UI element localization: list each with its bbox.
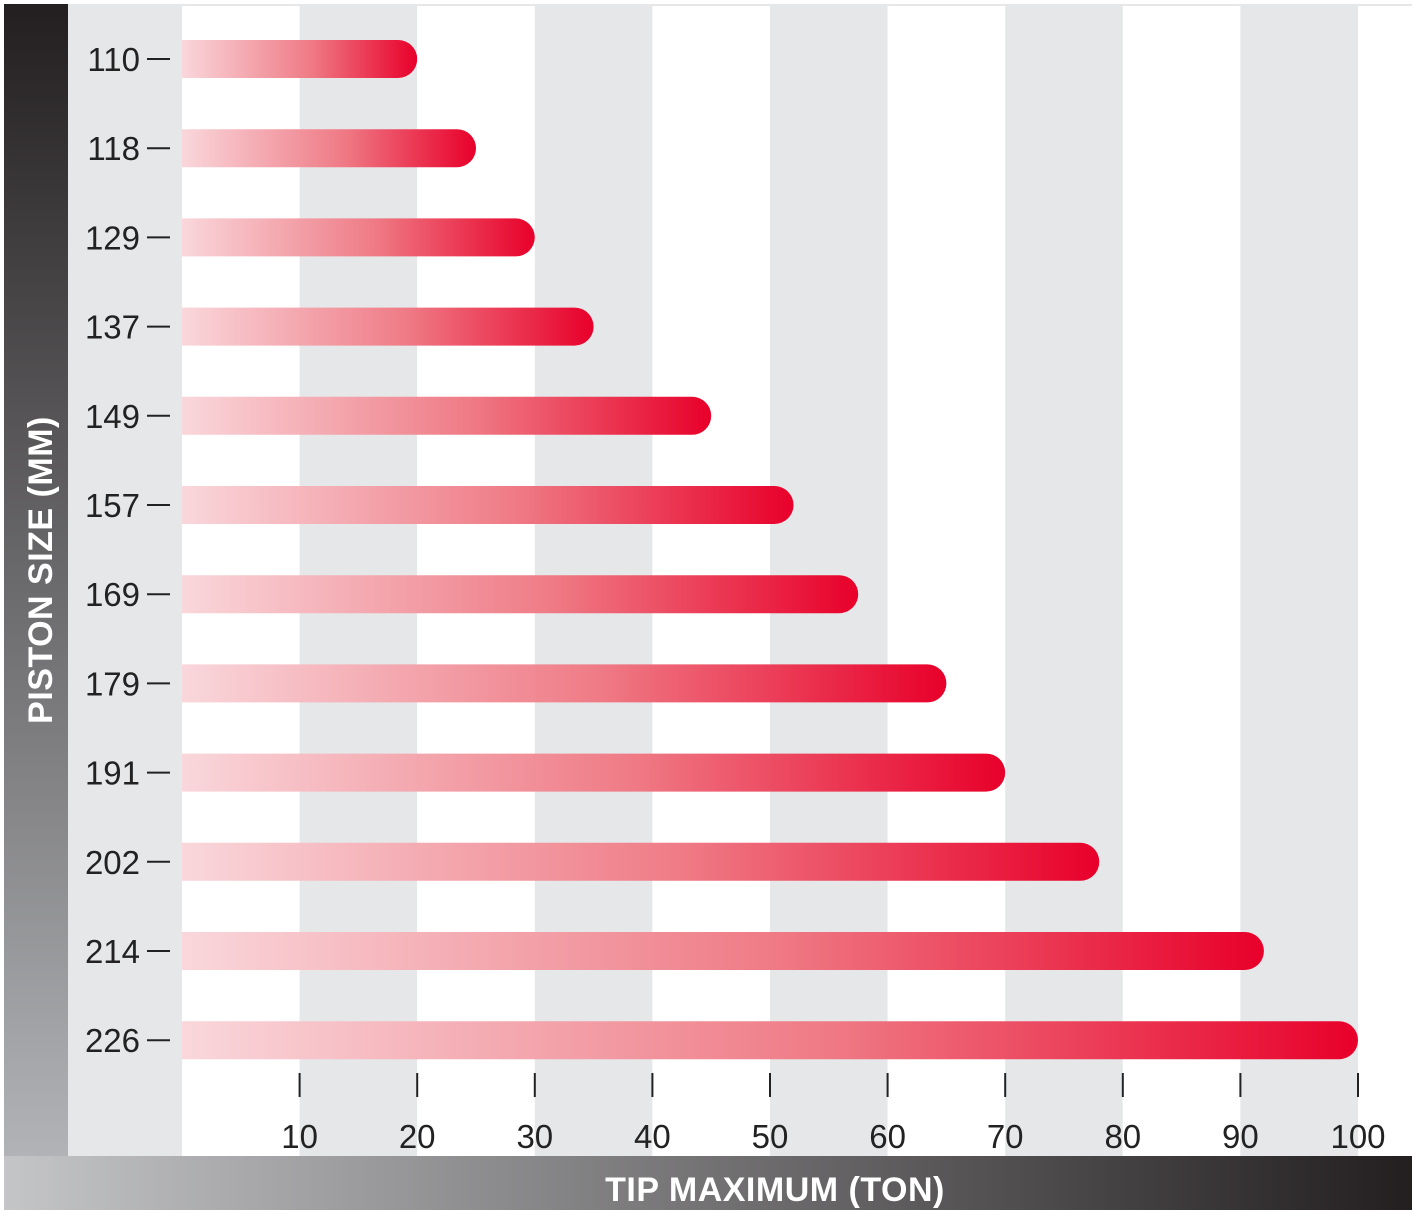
x-axis-label-panel <box>4 1156 1412 1210</box>
x-tick-label: 80 <box>1104 1118 1141 1155</box>
bar-226 <box>182 1021 1358 1060</box>
y-tick-label: 169 <box>85 576 140 613</box>
band-left <box>68 5 182 1156</box>
bar-149 <box>182 396 712 435</box>
y-tick-label: 129 <box>85 219 140 256</box>
x-tick-label: 60 <box>869 1118 906 1155</box>
y-tick-label: 191 <box>85 755 140 792</box>
x-axis-label: TIP MAXIMUM (TON) <box>605 1171 945 1209</box>
grid-band <box>1005 5 1123 1156</box>
bar-157 <box>182 486 794 524</box>
grid-band <box>1122 5 1241 1156</box>
x-tick-label: 50 <box>752 1118 789 1155</box>
bar-118 <box>182 129 476 168</box>
x-tick-label: 30 <box>516 1118 553 1155</box>
x-tick-label: 70 <box>987 1118 1024 1155</box>
y-tick-label: 157 <box>85 487 140 524</box>
bar-110 <box>182 40 418 78</box>
y-axis-label: PISTON SIZE (MM) <box>22 416 60 724</box>
x-tick-label: 10 <box>281 1118 318 1155</box>
bar-169 <box>182 575 859 614</box>
y-tick-label: 149 <box>85 398 140 435</box>
y-ticks: 110 118 129 137 149 157 169 179 191 202 214 226 <box>85 41 170 1059</box>
y-tick-label: 110 <box>87 41 140 78</box>
y-tick-label: 202 <box>85 844 140 881</box>
bar-129 <box>182 218 535 257</box>
y-tick-label: 137 <box>85 309 140 346</box>
bar-214 <box>182 932 1264 970</box>
x-tick-label: 90 <box>1222 1118 1259 1155</box>
grid-band <box>1240 5 1358 1156</box>
y-tick-label: 214 <box>85 933 140 970</box>
x-tick-label: 40 <box>634 1118 671 1155</box>
x-tick-label: 20 <box>399 1118 436 1155</box>
x-tick-label: 100 <box>1330 1118 1385 1155</box>
y-tick-label: 226 <box>85 1022 140 1059</box>
bars <box>182 40 1358 1060</box>
bar-191 <box>182 753 1006 792</box>
bar-202 <box>182 842 1100 881</box>
x-ticks: 10 20 30 40 50 60 70 80 90 100 <box>281 1073 1386 1155</box>
bar-137 <box>182 307 594 346</box>
bar-179 <box>182 664 947 703</box>
y-axis-label-panel <box>4 4 68 1156</box>
y-tick-label: 179 <box>85 665 140 702</box>
y-tick-label: 118 <box>87 130 140 167</box>
grid-band <box>887 5 1006 1156</box>
